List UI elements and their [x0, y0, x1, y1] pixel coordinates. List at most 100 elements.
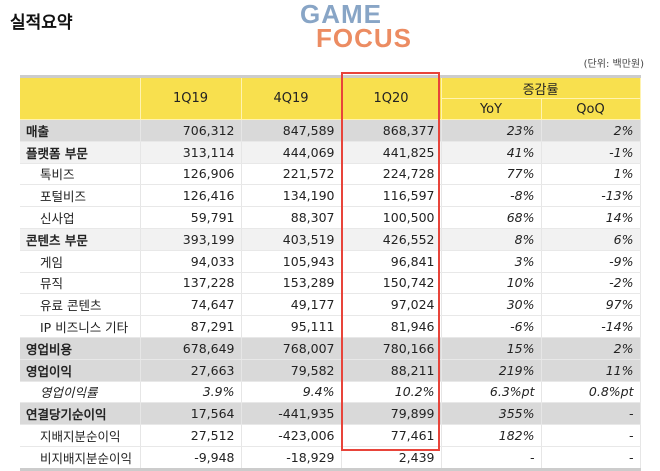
value-1q19: 17,564	[140, 402, 242, 426]
table-row: 콘텐츠 부문 393,199 403,519 426,552 8% 6%	[20, 228, 641, 251]
value-yoy: 182%	[441, 424, 542, 447]
value-1q20: 96,841	[341, 250, 442, 273]
value-1q19: 706,312	[140, 119, 242, 142]
value-qoq: -	[541, 446, 641, 471]
row-label: 영업이익	[20, 359, 141, 382]
value-yoy: -8%	[441, 184, 542, 208]
value-1q19: 27,663	[140, 359, 242, 382]
value-yoy: 6.3%pt	[441, 381, 542, 404]
table-row: 신사업 59,791 88,307 100,500 68% 14%	[20, 206, 641, 229]
row-label: IP 비즈니스 기타	[20, 315, 141, 338]
table-row: 지배지분순이익 27,512 -423,006 77,461 182% -	[20, 424, 641, 447]
value-1q19: 393,199	[140, 228, 242, 251]
header-change: 증감률	[441, 75, 641, 99]
unit-label: (단위: 백만원)	[583, 59, 644, 70]
value-yoy: 41%	[441, 141, 542, 164]
value-qoq: 1%	[541, 163, 641, 186]
value-1q20: 81,946	[341, 315, 442, 338]
header-qoq: QoQ	[541, 98, 641, 120]
value-1q20: 224,728	[341, 163, 442, 186]
value-qoq: -	[541, 402, 641, 426]
row-label: 영업비용	[20, 337, 141, 360]
table-row: 매출 706,312 847,589 868,377 23% 2%	[20, 119, 641, 142]
value-qoq: 2%	[541, 337, 641, 360]
value-4q19: 444,069	[241, 141, 342, 164]
table-row: 게임 94,033 105,943 96,841 3% -9%	[20, 250, 641, 273]
row-label: 플랫폼 부문	[20, 141, 141, 164]
value-4q19: -441,935	[241, 402, 342, 426]
table-row: 톡비즈 126,906 221,572 224,728 77% 1%	[20, 163, 641, 186]
value-1q20: 79,899	[341, 402, 442, 426]
watermark-logo: GAME FOCUS	[300, 0, 412, 53]
value-1q20: 77,461	[341, 424, 442, 447]
value-1q19: 126,906	[140, 163, 242, 186]
value-4q19: 134,190	[241, 184, 342, 208]
value-1q19: -9,948	[140, 446, 242, 471]
value-qoq: -9%	[541, 250, 641, 273]
table-row: 플랫폼 부문 313,114 444,069 441,825 41% -1%	[20, 141, 641, 164]
value-1q19: 126,416	[140, 184, 242, 208]
value-1q20: 2,439	[341, 446, 442, 471]
header-1q20: 1Q20	[341, 75, 442, 120]
value-4q19: 79,582	[241, 359, 342, 382]
table-row: 뮤직 137,228 153,289 150,742 10% -2%	[20, 272, 641, 295]
table-row: 연결당기순이익 17,564 -441,935 79,899 355% -	[20, 402, 641, 426]
value-qoq: 6%	[541, 228, 641, 251]
value-4q19: 105,943	[241, 250, 342, 273]
value-1q20: 868,377	[341, 119, 442, 142]
table-row: 영업이익 27,663 79,582 88,211 219% 11%	[20, 359, 641, 382]
row-label: 포털비즈	[20, 184, 141, 208]
value-4q19: 153,289	[241, 272, 342, 295]
value-1q20: 150,742	[341, 272, 442, 295]
value-1q20: 10.2%	[341, 381, 442, 404]
page-title: 실적요약	[10, 13, 73, 33]
value-yoy: -6%	[441, 315, 542, 338]
value-qoq: -1%	[541, 141, 641, 164]
table-row: 영업이익률 3.9% 9.4% 10.2% 6.3%pt 0.8%pt	[20, 381, 641, 404]
value-4q19: 768,007	[241, 337, 342, 360]
value-yoy: 355%	[441, 402, 542, 426]
header-1q19: 1Q19	[140, 75, 242, 120]
value-1q19: 27,512	[140, 424, 242, 447]
value-qoq: 0.8%pt	[541, 381, 641, 404]
earnings-summary-table: 1Q19 4Q19 1Q20 증감률 YoY QoQ 매출 706,312 847,…	[20, 75, 641, 471]
header-blank	[20, 75, 141, 120]
value-4q19: 49,177	[241, 293, 342, 317]
value-4q19: 88,307	[241, 206, 342, 229]
value-qoq: -	[541, 424, 641, 447]
row-label: 연결당기순이익	[20, 402, 141, 426]
value-1q19: 678,649	[140, 337, 242, 360]
value-1q19: 94,033	[140, 250, 242, 273]
value-1q19: 3.9%	[140, 381, 242, 404]
value-1q20: 116,597	[341, 184, 442, 208]
value-qoq: -14%	[541, 315, 641, 338]
value-yoy: 77%	[441, 163, 542, 186]
value-qoq: -2%	[541, 272, 641, 295]
value-yoy: 8%	[441, 228, 542, 251]
header-yoy: YoY	[441, 98, 542, 120]
value-yoy: -	[441, 446, 542, 471]
value-4q19: 847,589	[241, 119, 342, 142]
value-1q19: 87,291	[140, 315, 242, 338]
row-label: 톡비즈	[20, 163, 141, 186]
value-1q19: 74,647	[140, 293, 242, 317]
value-4q19: 95,111	[241, 315, 342, 338]
header-4q19: 4Q19	[241, 75, 342, 120]
value-yoy: 15%	[441, 337, 542, 360]
value-yoy: 23%	[441, 119, 542, 142]
value-1q20: 100,500	[341, 206, 442, 229]
value-qoq: 2%	[541, 119, 641, 142]
row-label: 매출	[20, 119, 141, 142]
value-1q20: 426,552	[341, 228, 442, 251]
table-row: 유료 콘텐츠 74,647 49,177 97,024 30% 97%	[20, 293, 641, 317]
value-yoy: 68%	[441, 206, 542, 229]
value-1q19: 313,114	[140, 141, 242, 164]
value-yoy: 3%	[441, 250, 542, 273]
row-label: 뮤직	[20, 272, 141, 295]
row-label: 신사업	[20, 206, 141, 229]
value-1q20: 88,211	[341, 359, 442, 382]
value-1q19: 137,228	[140, 272, 242, 295]
value-4q19: 221,572	[241, 163, 342, 186]
table-row: 포털비즈 126,416 134,190 116,597 -8% -13%	[20, 184, 641, 208]
value-1q20: 441,825	[341, 141, 442, 164]
